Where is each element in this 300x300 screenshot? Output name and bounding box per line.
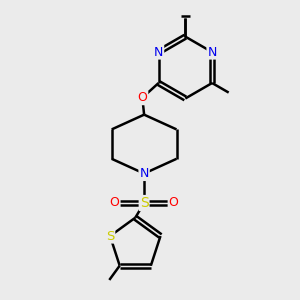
Text: O: O: [110, 196, 120, 209]
Text: O: O: [169, 196, 178, 209]
Text: N: N: [154, 46, 163, 59]
Text: S: S: [140, 196, 148, 210]
Text: N: N: [140, 167, 149, 180]
Text: N: N: [207, 46, 217, 59]
Text: O: O: [137, 91, 147, 104]
Text: S: S: [106, 230, 114, 242]
